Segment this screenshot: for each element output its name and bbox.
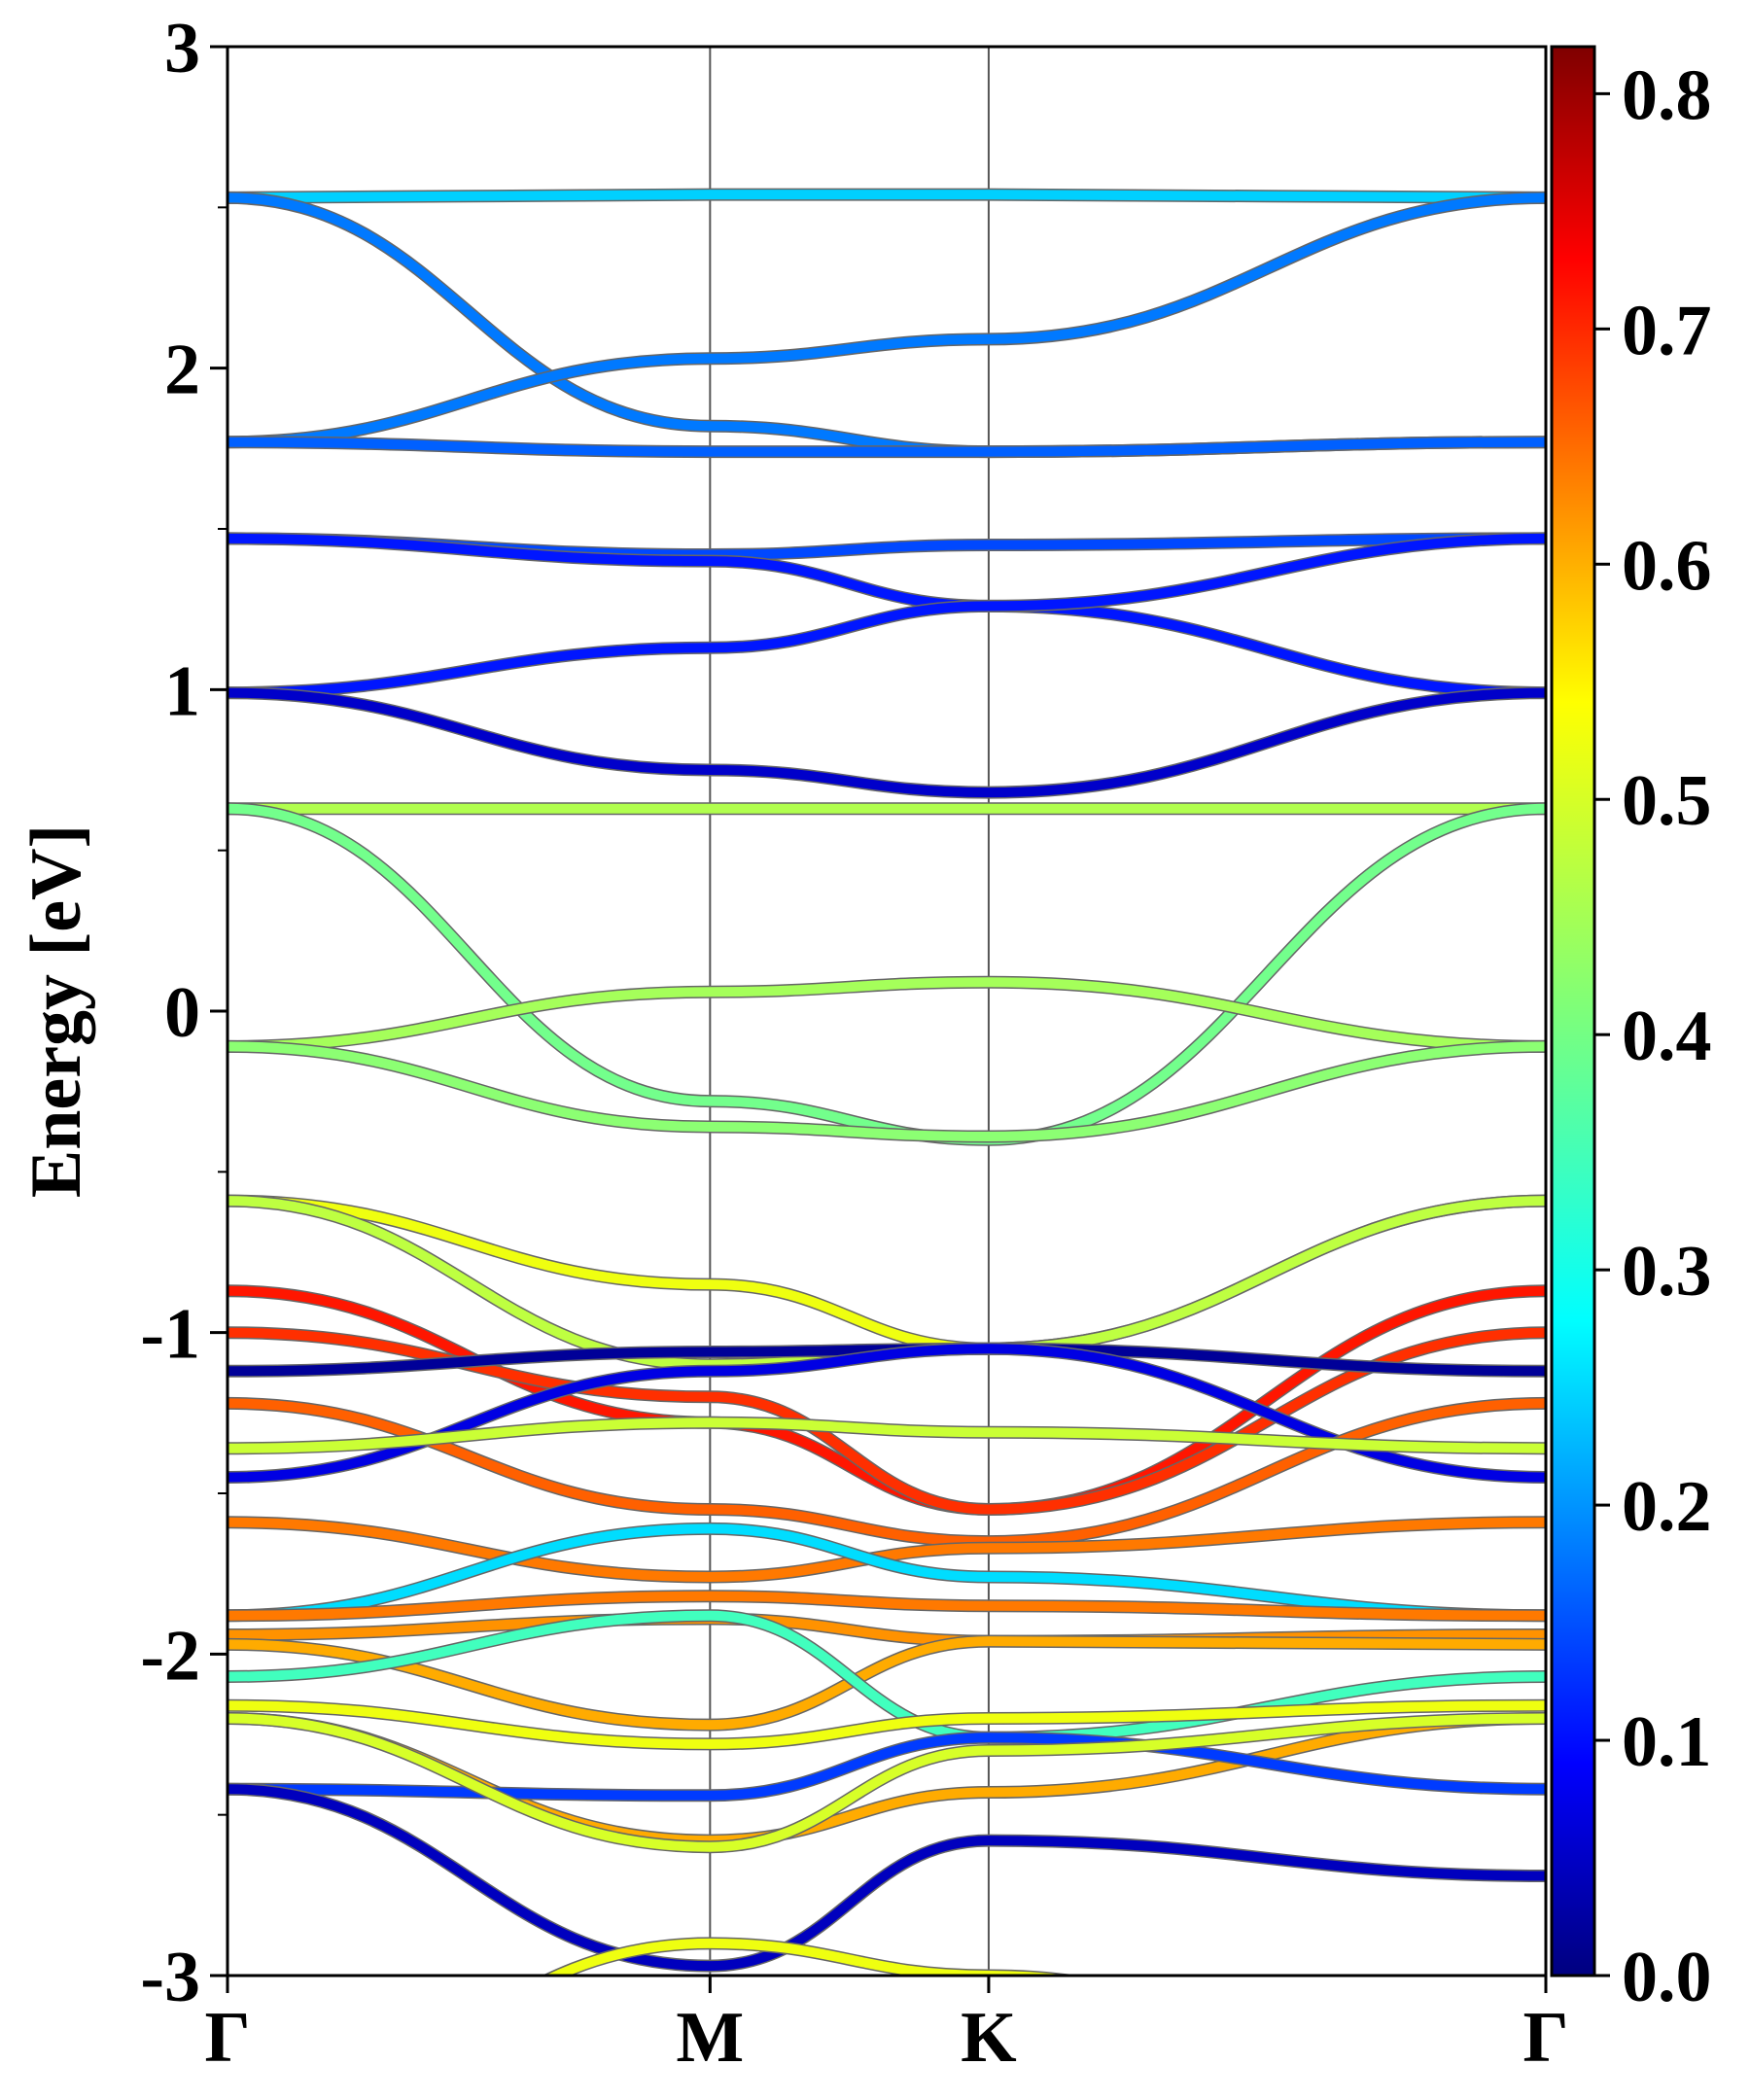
band-outline: [228, 975, 1546, 1053]
kpoint-label: K: [961, 1998, 1017, 2078]
colorbar-tick-label: 0.0: [1622, 1938, 1712, 2017]
y-axis-label: Energy [eV]: [17, 824, 96, 1198]
y-tick-label: -1: [140, 1295, 200, 1375]
colorbar-tick-label: 0.2: [1622, 1467, 1712, 1547]
band-outline: [228, 686, 1546, 799]
band-line: [228, 1610, 1546, 1743]
y-tick-label: 2: [164, 331, 200, 410]
band-line: [228, 1591, 1546, 1621]
y-tick-label: 0: [164, 973, 200, 1053]
band-line: [228, 1523, 1546, 1621]
band-line: [228, 533, 1546, 698]
band-line: [228, 437, 1546, 457]
band-line: [228, 533, 1546, 698]
band-line: [228, 1784, 1546, 1972]
colorbar-tick-label: 0.5: [1622, 761, 1712, 841]
colorbar-tick-label: 0.4: [1622, 997, 1712, 1076]
colorbar-tick-label: 0.3: [1622, 1232, 1712, 1312]
colorbar-tick-label: 0.1: [1622, 1702, 1712, 1782]
kpath-vertical-lines: [709, 47, 990, 1976]
band-line: [228, 1713, 1546, 1852]
band-line: [228, 1398, 1546, 1547]
band-line: [228, 1732, 1546, 1801]
band-line: [228, 1285, 1546, 1515]
y-tick-label: 3: [164, 9, 200, 88]
band-line: [228, 803, 1546, 1145]
band-line: [228, 1344, 1546, 1483]
band-line: [544, 1938, 1069, 1976]
band-line: [228, 687, 1546, 798]
y-axis: 3 2 1 0 -1 -2 -3: [140, 9, 228, 2017]
band-outline: [228, 802, 1546, 1146]
band-line: [228, 1344, 1546, 1377]
colorbar-tick-label: 0.8: [1622, 55, 1712, 135]
kpoint-label: Γ: [204, 1998, 250, 2078]
energy-bands: [228, 188, 1546, 1976]
band-line: [228, 1700, 1546, 1749]
colorbar-tick-label: 0.7: [1622, 291, 1712, 370]
kpoint-label: Γ: [1522, 1998, 1568, 2078]
kpoint-label: M: [676, 1998, 744, 2078]
y-tick-label: -2: [140, 1616, 200, 1696]
y-tick-label: -3: [140, 1938, 200, 2017]
band-line: [228, 1418, 1546, 1453]
band-line: [228, 192, 1546, 447]
colorbar-tick-label: 0.6: [1622, 526, 1712, 606]
colorbar-gradient: [1550, 45, 1596, 1978]
band-line: [228, 1041, 1546, 1142]
colorbar: 0.8 0.7 0.6 0.5 0.4 0.3 0.2 0.1 0.0: [1550, 45, 1712, 2017]
colorbar-ticks: 0.8 0.7 0.6 0.5 0.4 0.3 0.2 0.1 0.0: [1594, 55, 1712, 2017]
band-line: [228, 190, 1546, 203]
y-tick-label: 1: [164, 651, 200, 731]
plot-area: [226, 45, 1548, 1978]
band-line: [228, 977, 1546, 1052]
